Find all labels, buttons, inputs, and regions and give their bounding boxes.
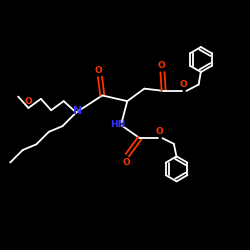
Text: O: O [156,127,164,136]
Text: O: O [158,61,166,70]
Text: N: N [73,106,82,116]
Text: O: O [24,97,32,106]
Text: O: O [95,66,103,74]
Text: HN: HN [110,120,125,129]
Text: O: O [122,158,130,167]
Text: O: O [180,80,187,89]
